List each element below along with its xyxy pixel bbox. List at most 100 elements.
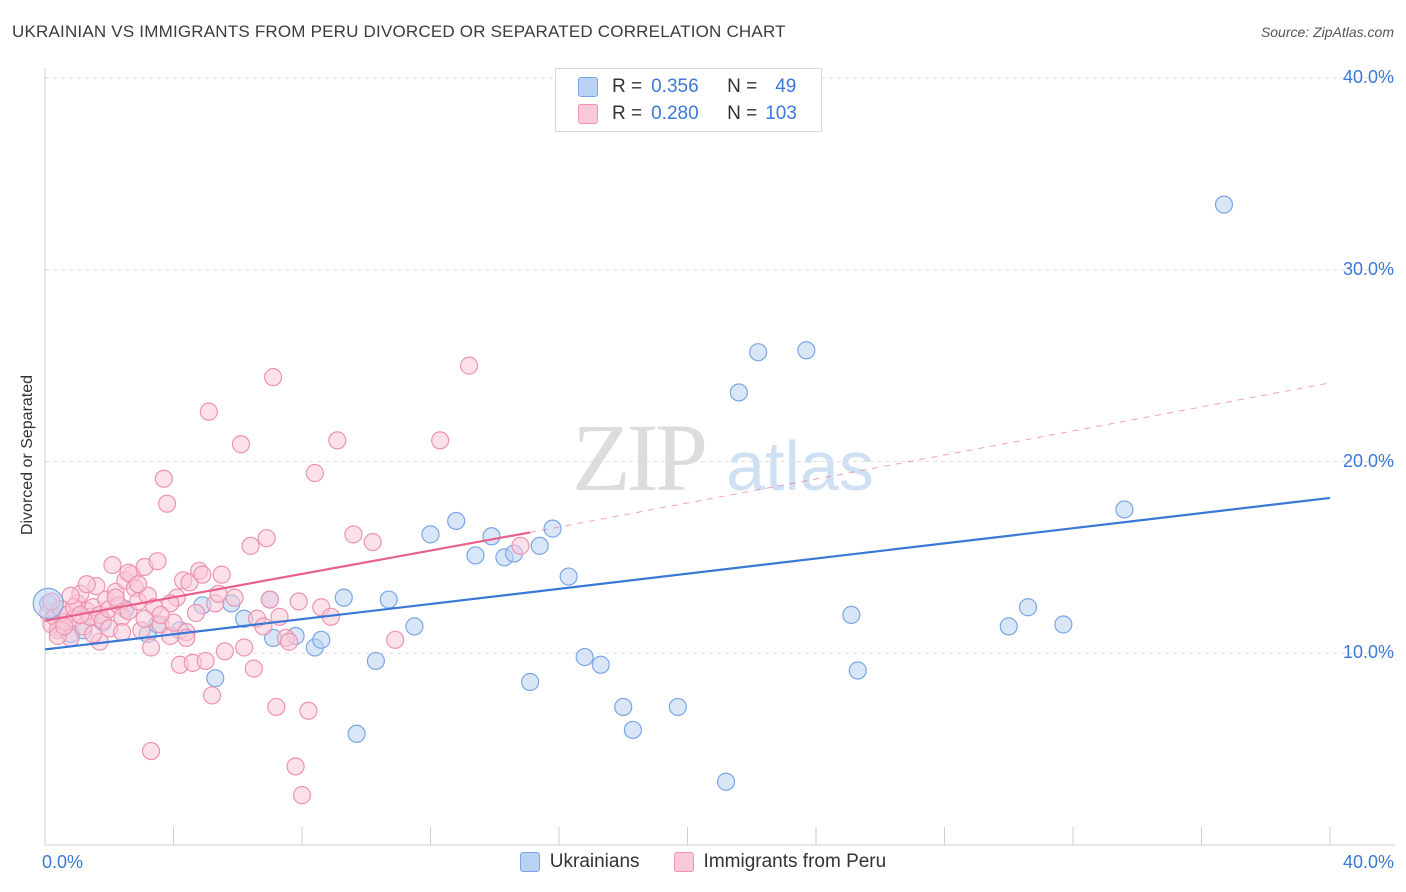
data-point	[575, 647, 594, 667]
watermark-zip: ZIP	[572, 404, 705, 511]
series-legend: Ukrainians Immigrants from Peru	[0, 851, 1406, 873]
axes	[44, 68, 1395, 846]
data-point	[520, 672, 540, 692]
data-point	[235, 638, 254, 657]
legend-swatch-ukrainians	[519, 852, 540, 872]
data-point	[286, 757, 305, 776]
data-point	[231, 435, 251, 454]
data-point	[263, 368, 283, 387]
data-point	[530, 536, 549, 555]
trend-lines	[44, 382, 1331, 651]
data-point	[257, 529, 276, 548]
data-point	[106, 588, 125, 607]
x-tick-label-min: 0.0%	[42, 852, 84, 872]
data-point	[366, 651, 385, 671]
legend-row-ukrainians: R = 0.356 N = 49	[578, 74, 796, 100]
trend-line	[44, 531, 531, 622]
data-point	[363, 532, 382, 552]
x-tick-label-max: 40.0%	[1342, 852, 1394, 872]
data-point	[141, 638, 161, 657]
y-tick-label: 30.0%	[1342, 258, 1394, 279]
series-peru	[39, 356, 530, 805]
data-point	[77, 575, 96, 594]
data-point	[386, 630, 405, 649]
data-point	[196, 651, 215, 671]
data-point	[405, 617, 424, 636]
data-point	[421, 525, 440, 544]
data-point	[103, 555, 122, 575]
data-point	[299, 701, 318, 720]
data-point	[151, 605, 170, 625]
source-label: Source: ZipAtlas.com	[1260, 24, 1394, 40]
data-point	[668, 697, 687, 717]
data-point	[466, 546, 485, 565]
data-point	[193, 565, 212, 584]
data-point	[614, 697, 633, 717]
data-point	[623, 720, 642, 740]
watermark: ZIP atlas	[572, 404, 874, 511]
data-point	[431, 431, 450, 450]
data-point	[267, 697, 286, 717]
data-point	[202, 686, 222, 705]
data-point	[199, 402, 218, 421]
data-point	[559, 567, 578, 586]
data-point	[61, 586, 80, 605]
data-point	[254, 617, 273, 636]
data-point	[1018, 598, 1038, 617]
data-point	[292, 786, 312, 805]
legend-row-peru: R = 0.280 N = 103	[578, 101, 797, 127]
data-point	[241, 536, 260, 555]
data-point	[225, 588, 244, 607]
legend-swatch-peru	[578, 104, 598, 124]
y-tick-label: 40.0%	[1342, 67, 1394, 87]
data-point	[212, 565, 231, 584]
gridlines	[45, 77, 1395, 654]
data-point	[305, 463, 324, 483]
data-point	[344, 525, 363, 544]
data-point	[141, 741, 161, 761]
data-point	[511, 536, 530, 555]
data-point	[280, 632, 299, 651]
legend-r-value: 0.280	[651, 103, 699, 124]
legend-swatch-peru	[673, 852, 694, 872]
data-point	[1115, 500, 1134, 519]
data-point	[55, 617, 74, 636]
data-point	[334, 588, 353, 607]
stats-legend: R = 0.356 N = 49 R = 0.280 N = 103	[555, 68, 822, 132]
legend-n-label: N =	[727, 76, 758, 97]
data-point	[215, 642, 234, 661]
data-point	[482, 527, 501, 546]
legend-r-value: 0.356	[651, 76, 699, 97]
data-point	[289, 592, 308, 611]
legend-item-peru: Immigrants from Peru	[673, 851, 886, 873]
data-point	[842, 605, 861, 625]
chart-title: UKRAINIAN VS IMMIGRANTS FROM PERU DIVORC…	[12, 22, 786, 41]
y-tick-label: 20.0%	[1342, 450, 1394, 471]
data-point	[1214, 195, 1234, 214]
data-point	[459, 356, 479, 375]
data-point	[244, 659, 263, 678]
legend-item-ukrainians: Ukrainians	[519, 851, 640, 873]
data-point	[135, 609, 154, 628]
legend-n-label: N =	[727, 103, 758, 124]
data-point	[328, 431, 347, 450]
data-point	[797, 341, 816, 360]
legend-r-label: R =	[612, 103, 643, 124]
data-point	[1054, 615, 1073, 634]
trend-line-extension	[529, 382, 1331, 533]
data-point	[447, 511, 466, 531]
legend-label-ukrainians: Ukrainians	[549, 851, 640, 872]
data-point	[260, 590, 279, 609]
data-point	[84, 624, 103, 644]
data-point	[543, 519, 562, 538]
data-point	[591, 655, 610, 674]
data-point	[379, 590, 398, 609]
data-point	[148, 552, 167, 571]
data-point	[154, 469, 173, 488]
data-point	[729, 383, 749, 402]
data-point	[32, 587, 64, 619]
data-point	[848, 661, 867, 680]
trend-line	[44, 496, 1331, 651]
data-point	[157, 494, 177, 513]
